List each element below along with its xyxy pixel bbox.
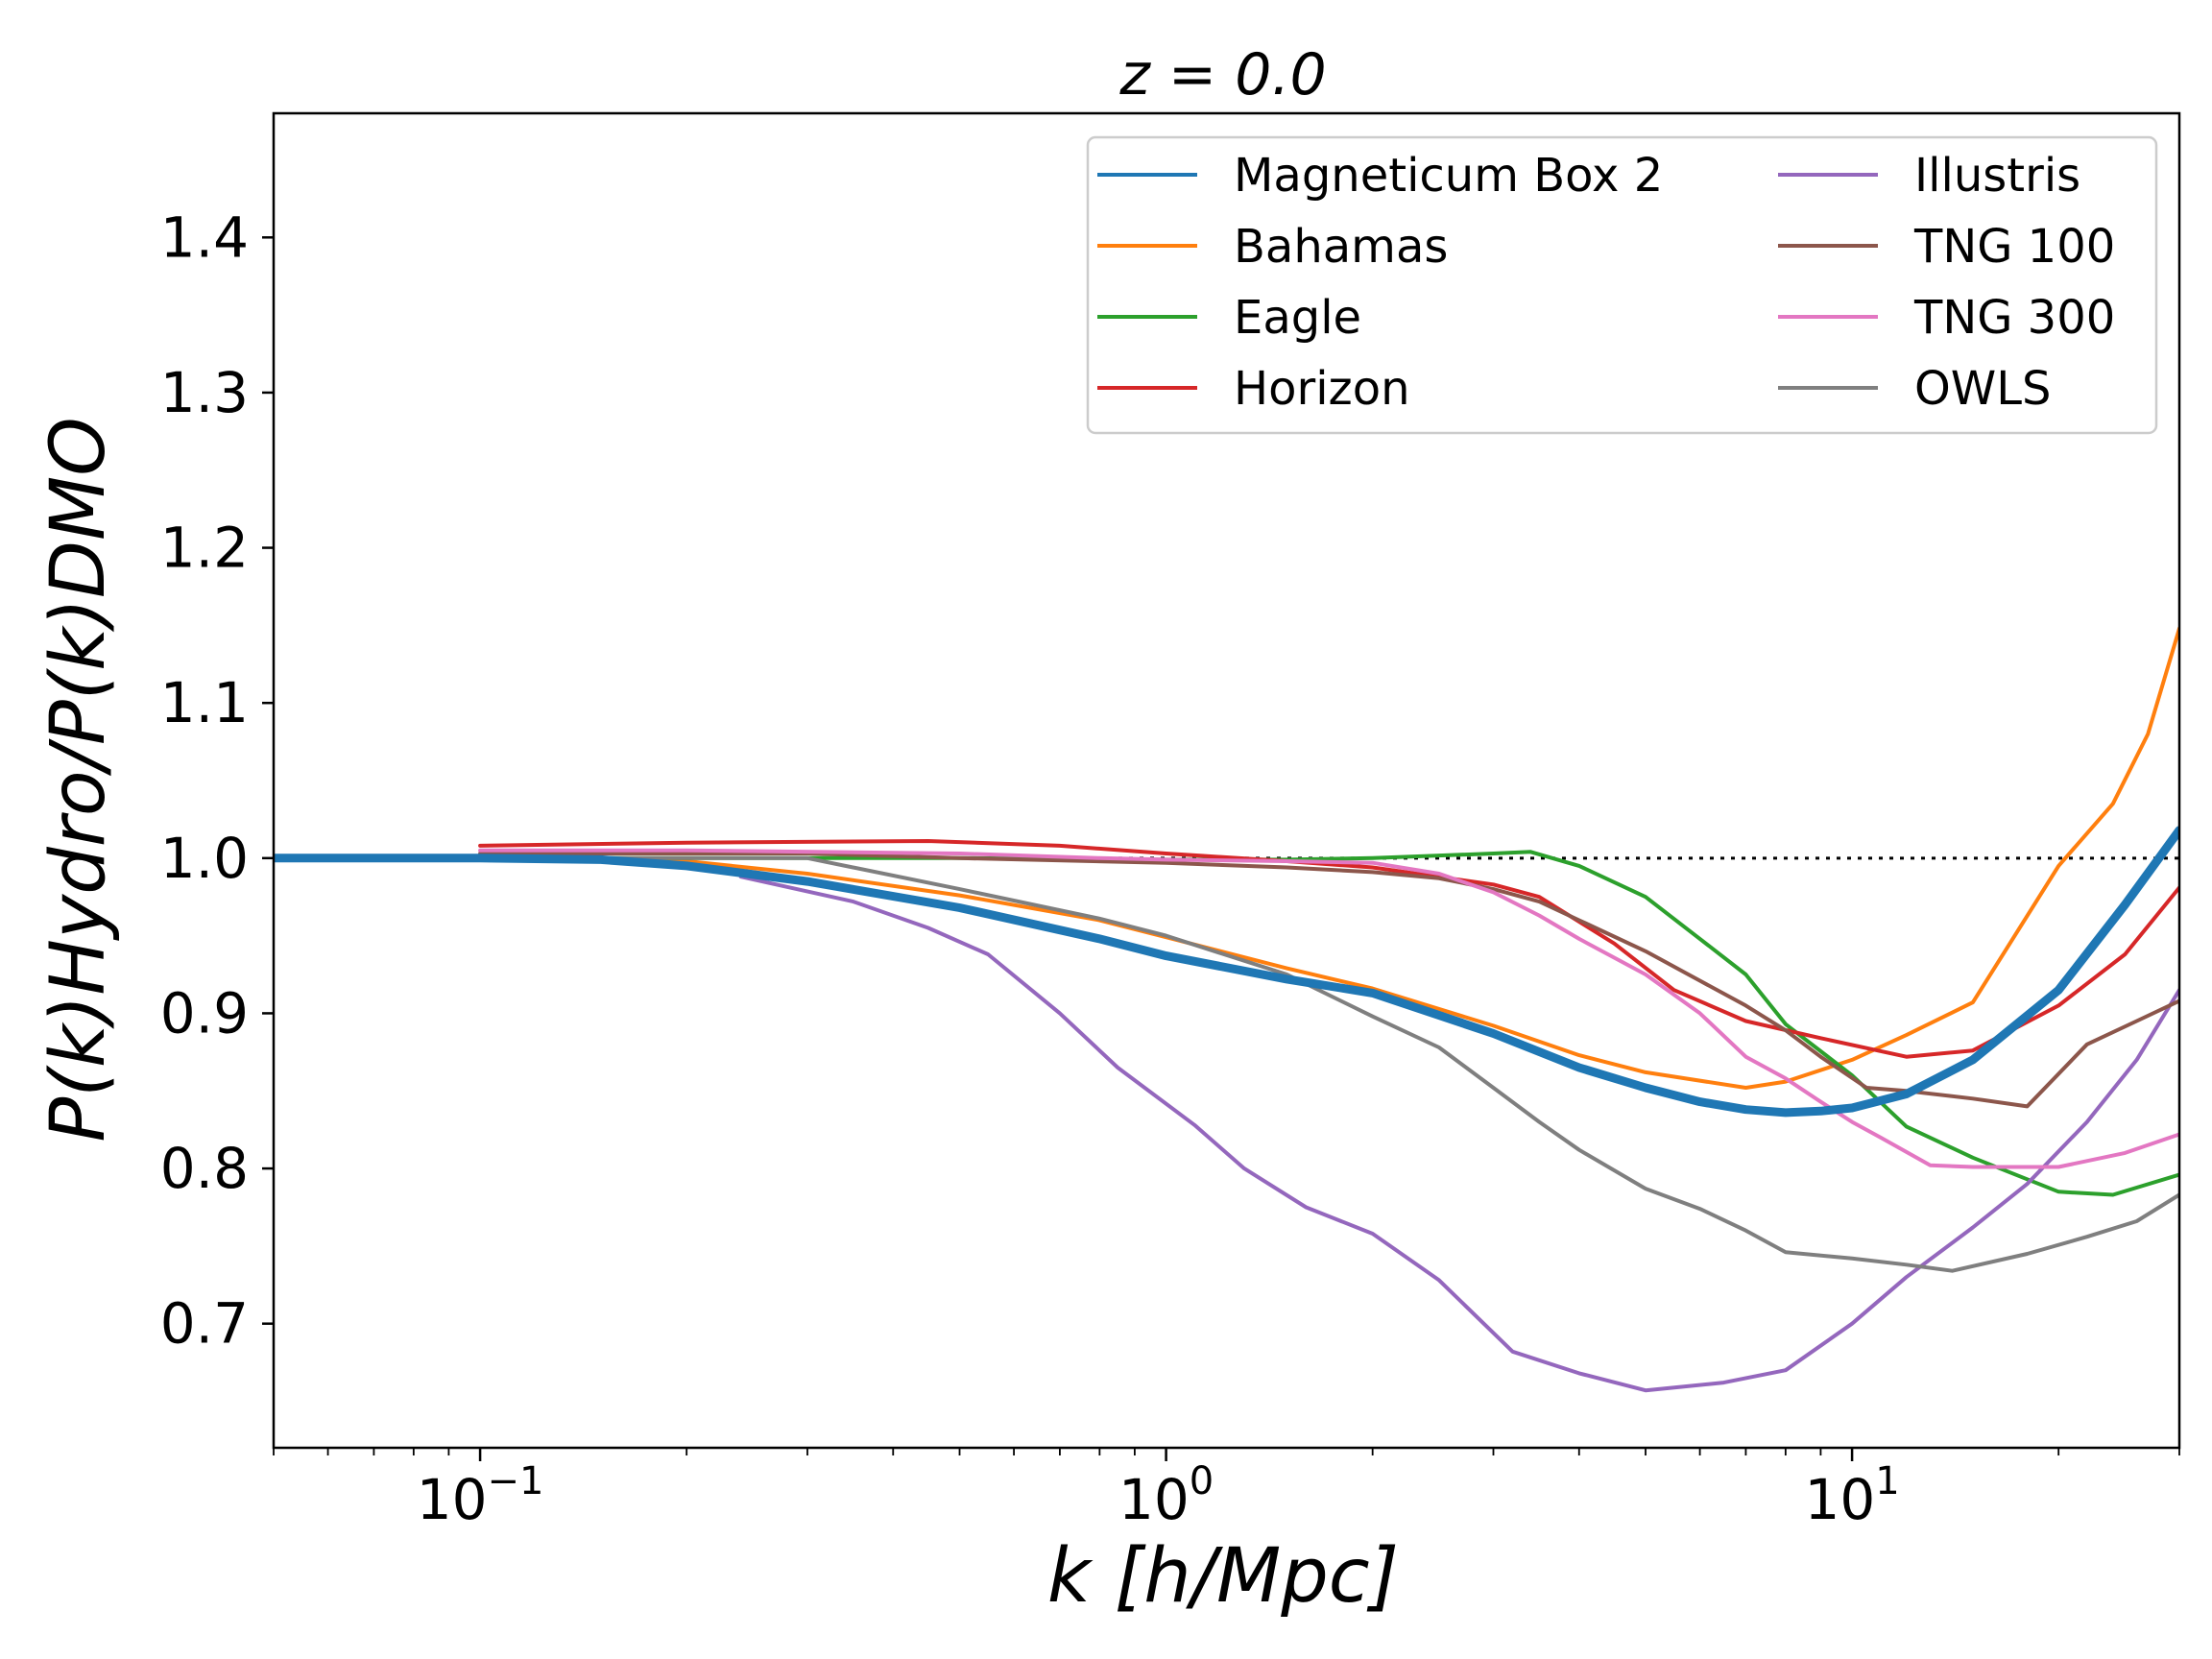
y-tick-label: 1.0 bbox=[160, 826, 249, 891]
x-tick-exponent: 1 bbox=[1875, 1459, 1899, 1503]
y-tick-label: 0.9 bbox=[160, 980, 249, 1046]
y-axis-label: P(k)Hydro/P(k)DMO bbox=[36, 417, 122, 1142]
legend-label-illustris: Illustris bbox=[1914, 149, 2080, 203]
x-tick-exponent: −1 bbox=[488, 1459, 544, 1503]
x-axis: 10−1 100 101 bbox=[273, 1448, 2180, 1532]
series-line-owls bbox=[478, 855, 2179, 1273]
x-tick-exponent: 0 bbox=[1190, 1459, 1214, 1503]
y-tick-label: 1.3 bbox=[160, 360, 249, 425]
series-line-tng-300 bbox=[478, 848, 2179, 1169]
x-tick-label: 101 bbox=[1804, 1459, 1899, 1532]
y-axis: 0.7 0.8 0.9 1.0 1.1 1.2 1.3 1.4 bbox=[160, 204, 274, 1357]
series-layer bbox=[274, 626, 2179, 1393]
series-line-magneticum-box-2 bbox=[274, 826, 2179, 1118]
y-tick-label: 0.7 bbox=[160, 1291, 249, 1357]
x-axis-label: k [h/Mpc] bbox=[1047, 1533, 1399, 1620]
legend-label-eagle: Eagle bbox=[1234, 291, 1361, 345]
y-tick-label: 1.4 bbox=[160, 204, 249, 270]
series-line-bahamas bbox=[478, 626, 2179, 1090]
x-tick-label: 100 bbox=[1118, 1459, 1214, 1532]
legend-label-tng-300: TNG 300 bbox=[1913, 291, 2115, 345]
y-tick-label: 1.1 bbox=[160, 670, 249, 735]
x-tick-label: 10−1 bbox=[417, 1459, 544, 1532]
legend-label-magneticum-box-2: Magneticum Box 2 bbox=[1234, 149, 1663, 203]
legend-label-tng-100: TNG 100 bbox=[1913, 220, 2115, 274]
legend-frame bbox=[1086, 135, 2158, 435]
y-tick-label: 0.8 bbox=[160, 1136, 249, 1201]
x-tick-base: 10 bbox=[1804, 1467, 1875, 1532]
legend-label-horizon: Horizon bbox=[1234, 362, 1410, 416]
plot-frame bbox=[272, 111, 2181, 1450]
legend-label-owls: OWLS bbox=[1914, 362, 2051, 416]
x-tick-base: 10 bbox=[1118, 1467, 1190, 1532]
series-line-illustris bbox=[738, 875, 2179, 1393]
x-tick-base: 10 bbox=[417, 1467, 488, 1532]
y-tick-label: 1.2 bbox=[160, 516, 249, 581]
series-line-tng-100 bbox=[478, 852, 2179, 1109]
legend-label-bahamas: Bahamas bbox=[1234, 220, 1448, 274]
plot-area bbox=[272, 111, 2181, 1450]
legend: Magneticum Box 2 Bahamas Eagle Horizon Illus… bbox=[1086, 135, 2158, 435]
chart-title: z = 0.0 bbox=[1118, 41, 1326, 108]
